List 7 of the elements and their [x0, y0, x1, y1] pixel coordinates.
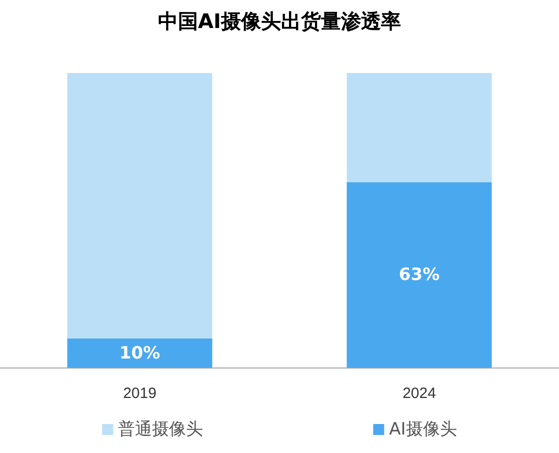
- data-label: 10%: [119, 343, 160, 364]
- x-tick-label: 2019: [123, 385, 156, 402]
- data-label: 63%: [398, 265, 440, 286]
- legend-label: 普通摄像头: [118, 420, 204, 440]
- chart-title: 中国AI摄像头出货量渗透率: [158, 9, 401, 33]
- x-tick-label: 2024: [402, 385, 436, 402]
- legend-label: AI摄像头: [389, 420, 457, 440]
